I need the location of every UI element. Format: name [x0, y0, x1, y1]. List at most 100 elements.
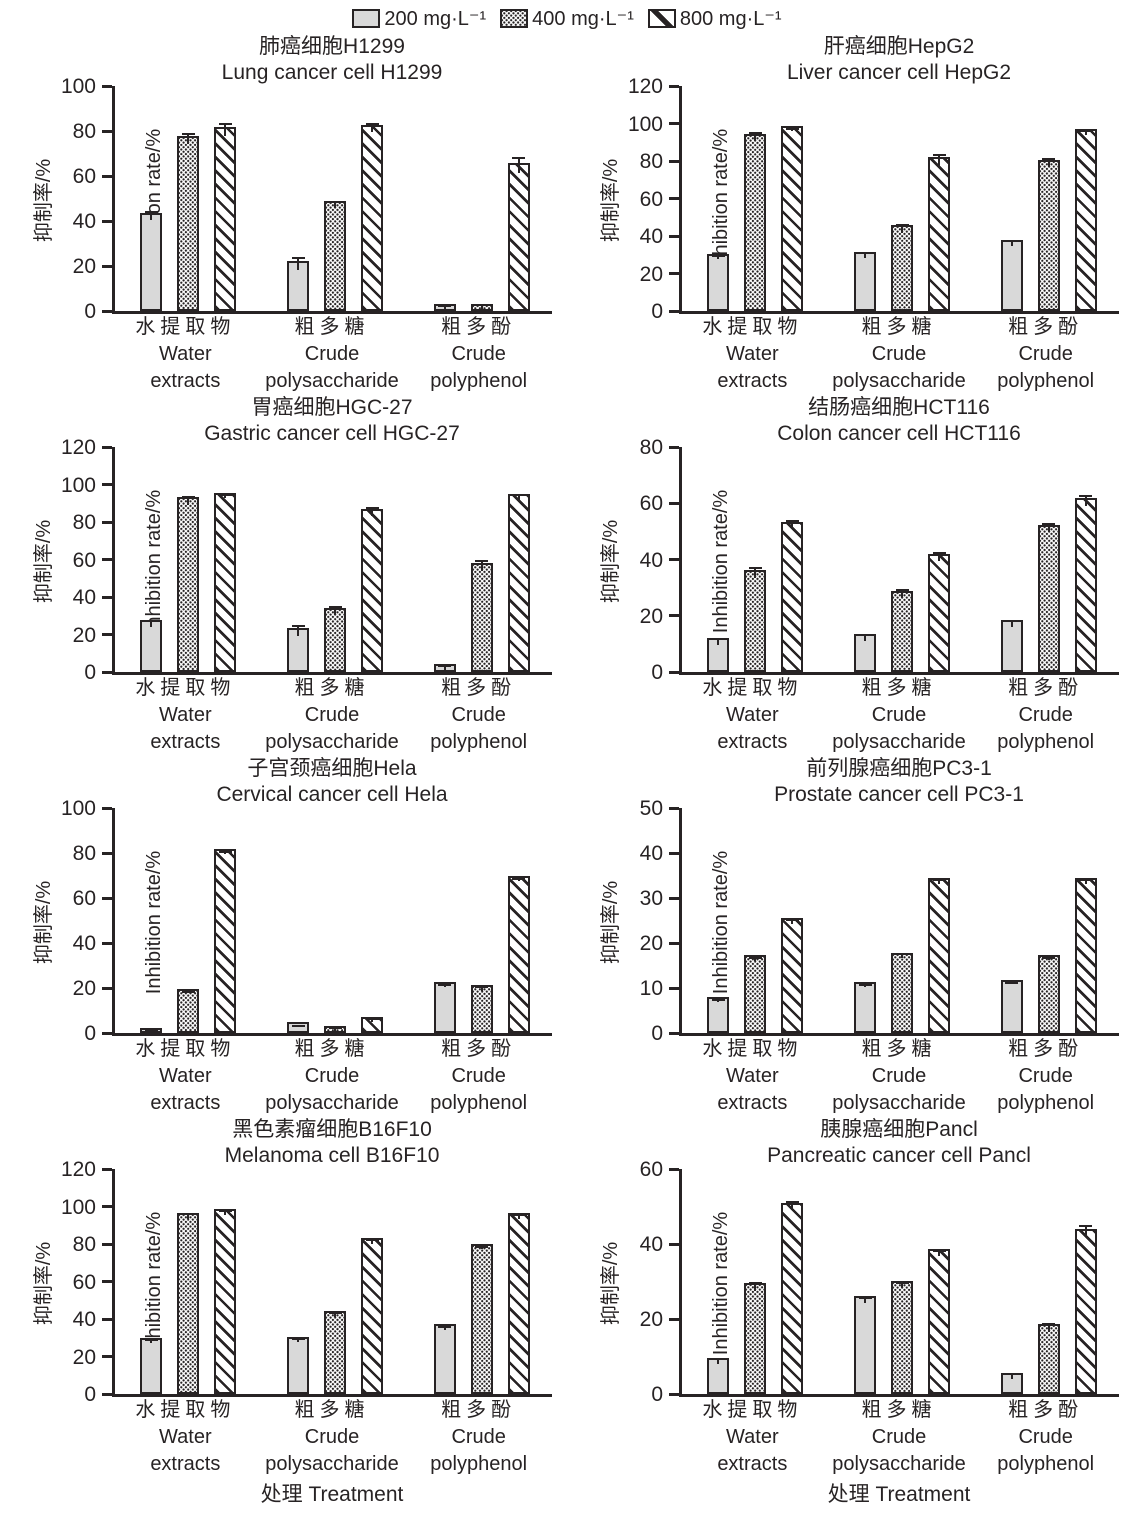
error-bar-cap — [328, 200, 342, 203]
y-tick — [102, 84, 112, 88]
bar-series0-cat1 — [287, 1336, 309, 1394]
bar-series0-cat0 — [707, 253, 730, 311]
error-bar-stem — [150, 619, 153, 627]
chart-title-zh: 肝癌细胞HepG2 — [823, 35, 975, 58]
y-tick-label: 80 — [72, 842, 96, 865]
plot-area — [102, 806, 552, 1036]
error-bar-stem — [480, 985, 483, 992]
y-tick — [669, 234, 679, 238]
x-category-label-en1: Crude — [304, 704, 360, 726]
y-tick — [669, 670, 679, 674]
bar-series2-cat1 — [361, 1016, 383, 1033]
y-tick-label: 100 — [60, 797, 96, 820]
chart-title-en: Pancreatic cancer cell Pancl — [767, 1144, 1031, 1167]
y-tick — [669, 1031, 679, 1035]
y-tick — [669, 84, 679, 88]
x-category-label-en2: polysaccharide — [832, 1092, 966, 1114]
x-category-label-en2: polyphenol — [430, 731, 528, 753]
x-category-label-zh: 粗多糖 — [861, 1399, 937, 1421]
error-bar-cap — [218, 123, 232, 126]
legend: 200 mg·L⁻¹ 400 mg·L⁻¹ 800 mg·L⁻¹ — [0, 2, 1134, 34]
plot-area — [669, 1167, 1119, 1397]
x-category-label-zh: 粗多糖 — [861, 316, 937, 338]
x-category-label-zh: 粗多糖 — [861, 677, 937, 699]
bar-series1-cat1 — [891, 590, 913, 672]
x-category-label-en2: extracts — [717, 731, 788, 753]
error-bar-cap — [512, 1214, 526, 1216]
y-tick-label: 100 — [60, 75, 96, 98]
error-bar-cap — [932, 153, 946, 156]
error-bar-stem — [1047, 522, 1050, 532]
y-axis-labels: 抑制率/% Inhibition rate/% — [567, 1169, 732, 1397]
x-category-1: 粗多糖 Crude polysaccharide — [826, 1397, 973, 1478]
y-tick-label: 100 — [60, 473, 96, 497]
y-tick-label: 60 — [72, 165, 96, 188]
bar-series1-cat1 — [891, 1281, 913, 1394]
error-bar-cap — [1005, 239, 1019, 242]
error-bar-cap — [858, 251, 872, 254]
error-bar-stem — [1084, 494, 1087, 507]
y-tick — [102, 986, 112, 990]
plot-area — [102, 1167, 552, 1397]
x-category-label-en2: extracts — [717, 1092, 788, 1114]
bar-series1-cat0 — [744, 1283, 767, 1394]
chart-titles: 前列腺癌细胞PC3-1 Prostate cancer cell PC3-1 — [679, 756, 1119, 808]
plot-row: 抑制率/% Inhibition rate/% 0 20 40 60 80 — [600, 437, 1119, 683]
x-category-2: 粗多酚 Crude polyphenol — [405, 314, 552, 395]
y-tick — [669, 941, 679, 945]
y-tick-label: 0 — [84, 300, 96, 323]
error-bar-stem — [480, 560, 483, 571]
error-bar-stem — [224, 493, 227, 499]
bar-series1-cat1 — [891, 952, 913, 1033]
bar-series0-cat2 — [1000, 979, 1023, 1033]
y-tick-label: 120 — [60, 436, 96, 459]
y-tick-label: 0 — [651, 1383, 663, 1406]
y-tick — [669, 197, 679, 200]
y-tick — [669, 1242, 679, 1246]
y-tick-label: 120 — [60, 1158, 96, 1181]
bar-series2-cat0 — [214, 127, 237, 311]
y-tick — [102, 1392, 112, 1396]
chart-panel-2: 胃癌细胞HGC-27 Gastric cancer cell HGC-27 抑制率/… — [0, 395, 567, 756]
error-bar-cap — [512, 493, 526, 496]
x-category-labels: 水提取物 Water extracts 粗多糖 Crude polysaccharide 粗… — [112, 1036, 552, 1117]
bar-series2-cat2 — [507, 493, 530, 672]
x-category-0: 水提取物 Water extracts — [112, 1397, 259, 1478]
error-bar-cap — [932, 552, 946, 555]
y-tick — [102, 558, 112, 561]
x-category-label-zh: 粗多酚 — [1008, 1399, 1084, 1421]
error-bar-cap — [1079, 1225, 1093, 1228]
x-category-label-en1: Water — [159, 1426, 212, 1448]
error-bar-cap — [1005, 982, 1019, 985]
error-bar-stem — [754, 1281, 757, 1291]
bar-series2-cat0 — [781, 1202, 804, 1394]
error-bar-cap — [144, 1338, 158, 1341]
plot-row: 抑制率/% Inhibition rate/% 0 20 40 60 80 100 — [33, 76, 552, 322]
error-bar-stem — [1084, 1225, 1087, 1238]
error-bar-cap — [858, 984, 872, 987]
error-bar-cap — [365, 507, 379, 509]
x-category-labels: 水提取物 Water extracts 粗多糖 Crude polysaccharide 粗… — [679, 1036, 1119, 1117]
x-category-label-en2: polysaccharide — [832, 1453, 966, 1475]
x-category-1: 粗多糖 Crude polysaccharide — [259, 675, 406, 756]
chart-title-en: Gastric cancer cell HGC-27 — [204, 422, 460, 445]
error-bar-stem — [791, 919, 794, 925]
y-tick — [669, 851, 679, 855]
error-bar-cap — [1005, 619, 1019, 622]
y-tick-label: 100 — [627, 112, 663, 136]
x-category-1: 粗多糖 Crude polysaccharide — [826, 1036, 973, 1117]
error-bar-stem — [334, 200, 336, 208]
bar-series1-cat0 — [744, 133, 767, 311]
error-bar-cap — [895, 223, 909, 226]
chart-title-zh: 肺癌细胞H1299 — [259, 35, 405, 58]
x-category-0: 水提取物 Water extracts — [679, 675, 826, 756]
plot-row: 抑制率/% Inhibition rate/% 0 20 40 60 80 100 120 — [33, 437, 552, 683]
error-bar-cap — [438, 983, 452, 986]
bar-series2-cat1 — [361, 124, 383, 311]
error-bar-stem — [187, 495, 190, 505]
chart-panel-5: 前列腺癌细胞PC3-1 Prostate cancer cell PC3-1 抑制率… — [567, 756, 1134, 1117]
chart-titles: 胰腺癌细胞Pancl Pancreatic cancer cell Pancl — [679, 1117, 1119, 1169]
bar-series1-cat2 — [1037, 524, 1060, 672]
y-axis-labels: 抑制率/% Inhibition rate/% — [0, 86, 165, 314]
bar-series1-cat2 — [1037, 1324, 1060, 1394]
